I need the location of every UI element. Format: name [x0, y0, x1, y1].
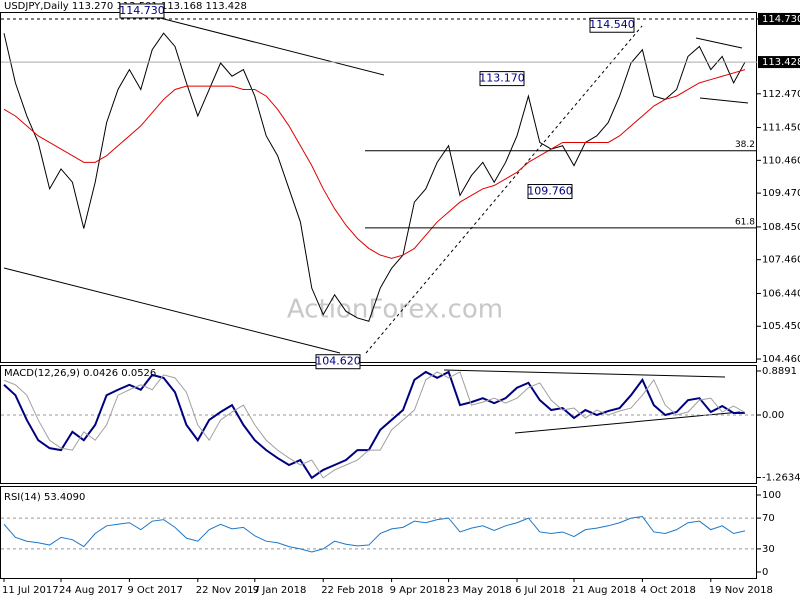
y-tick-label: 0 — [762, 567, 768, 578]
y-tick-label: 111.450 — [762, 123, 800, 134]
x-tick-label: 9 Oct 2017 — [127, 585, 182, 596]
last-price-box — [758, 56, 800, 69]
x-tick-label: 22 Nov 2017 — [196, 585, 260, 596]
trendline — [159, 17, 385, 76]
y-tick-label: 104.460 — [762, 354, 800, 365]
x-tick-label: 22 Feb 2018 — [321, 585, 383, 596]
annotation-label: 114.540 — [589, 18, 635, 31]
y-tick-label: 105.450 — [762, 321, 800, 332]
trendline — [443, 369, 726, 378]
trendline — [514, 411, 741, 434]
annotation-box — [119, 3, 165, 19]
price-panel — [0, 12, 757, 363]
annotation-label: 109.760 — [527, 185, 573, 198]
y-tick-label: 107.460 — [762, 255, 800, 266]
trendline — [365, 25, 643, 354]
annotation-box — [479, 71, 525, 87]
x-tick-label: 19 Nov 2018 — [709, 585, 773, 596]
y-tick-label: 110.460 — [762, 155, 800, 166]
y-tick-label: 106.440 — [762, 288, 800, 299]
series-line — [3, 516, 746, 553]
x-tick-label: 4 Oct 2018 — [640, 585, 695, 596]
y-tick-label: 100 — [762, 490, 781, 501]
y-tick-label: 108.450 — [762, 222, 800, 233]
annotation-box — [589, 17, 635, 33]
macd-panel — [0, 365, 757, 484]
watermark: ActionForex.com — [287, 295, 503, 325]
annotation-label: 114.730 — [119, 4, 165, 17]
trendline — [3, 267, 341, 354]
x-tick-label: 6 Jul 2018 — [515, 585, 565, 596]
last-price-label: 113.428 — [762, 57, 800, 68]
x-tick-label: 9 Jan 2018 — [253, 585, 307, 596]
x-tick-label: 9 Apr 2018 — [390, 585, 445, 596]
fib-label: 61.8 — [735, 217, 755, 227]
y-tick-label: -1.2634 — [762, 473, 800, 484]
annotation-label: 113.170 — [479, 72, 525, 85]
series-line — [3, 371, 746, 479]
rsi-title: RSI(14) 53.4090 — [4, 492, 85, 503]
x-tick-label: 24 Aug 2017 — [59, 585, 123, 596]
y-tick-label: 0.00 — [762, 410, 784, 421]
tick-box — [758, 12, 800, 25]
y-tick-label: 109.470 — [762, 188, 800, 199]
annotation-box — [527, 184, 573, 200]
fib-label: 38.2 — [735, 140, 755, 150]
y-tick-label: 0.8891 — [762, 366, 797, 377]
y-tick-label: 70 — [762, 513, 775, 524]
annotation-label: 104.620 — [315, 355, 361, 368]
series-line — [3, 32, 746, 322]
y-tick-label: 30 — [762, 544, 775, 555]
trendline — [699, 97, 749, 104]
x-tick-label: 23 May 2018 — [447, 585, 512, 596]
rsi-panel — [0, 486, 757, 579]
series-line — [3, 69, 746, 259]
x-tick-label: 21 Aug 2018 — [572, 585, 636, 596]
y-tick-label: 112.470 — [762, 89, 800, 100]
x-tick-label: 11 Jul 2017 — [2, 585, 59, 596]
y-tick-label: 114.730 — [762, 14, 800, 25]
series-line — [3, 370, 746, 480]
annotation-box — [315, 354, 361, 370]
macd-title: MACD(12,26,9) 0.0426 0.0526 — [4, 368, 156, 379]
trendline — [695, 37, 743, 49]
